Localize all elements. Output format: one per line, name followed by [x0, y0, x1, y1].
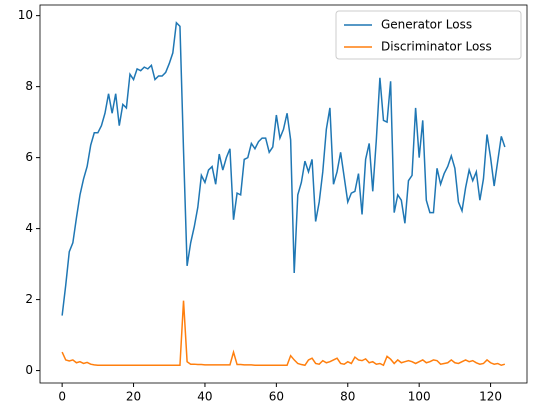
x-tick-label: 60: [269, 390, 284, 404]
plot-frame: [39, 4, 528, 384]
x-tick-label: 100: [408, 390, 431, 404]
legend-box: [335, 10, 522, 60]
y-tick-label: 2: [25, 292, 33, 306]
legend-label: Generator Loss: [381, 18, 472, 32]
x-tick-label: 80: [340, 390, 355, 404]
x-tick-label: 40: [197, 390, 212, 404]
y-tick-label: 0: [25, 363, 33, 377]
y-tick-label: 4: [25, 221, 33, 235]
x-tick-label: 20: [126, 390, 141, 404]
x-tick-label: 120: [479, 390, 502, 404]
x-tick-label: 0: [58, 390, 66, 404]
line-series: [61, 300, 506, 367]
y-tick-label: 8: [25, 79, 33, 93]
y-tick-label: 10: [18, 8, 33, 22]
legend-label: Discriminator Loss: [381, 40, 492, 54]
y-tick-label: 6: [25, 150, 33, 164]
line-series: [61, 21, 506, 316]
